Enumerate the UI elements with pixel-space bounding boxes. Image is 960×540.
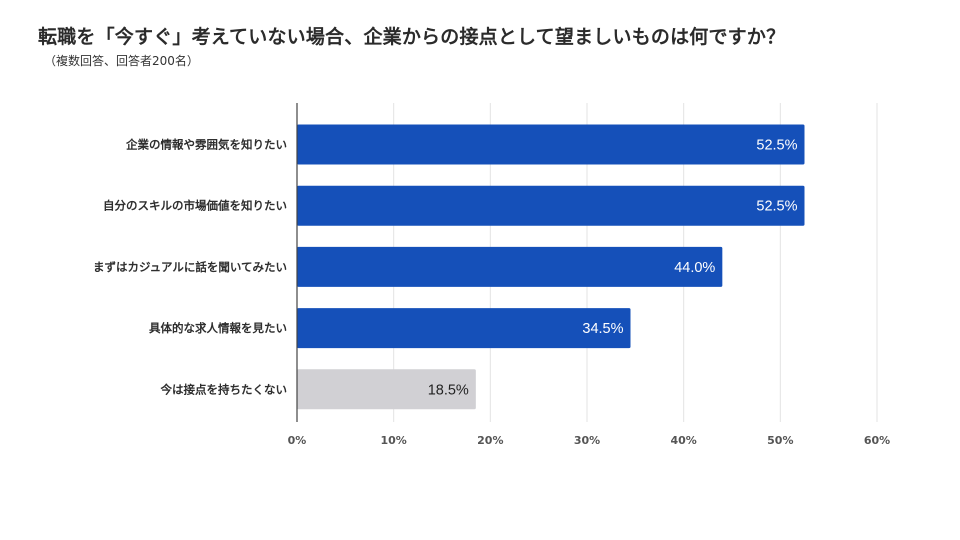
bar-value-label: 44.0%	[674, 260, 715, 276]
x-tick-label: 40%	[670, 434, 696, 447]
bar-value-label: 18.5%	[428, 382, 469, 398]
category-label: 具体的な求人情報を見たい	[149, 321, 287, 335]
chart-title: 転職を「今すぐ」考えていない場合、企業からの接点として望ましいものは何ですか？	[38, 26, 786, 48]
chart-subtitle: （複数回答、回答者200名）	[44, 54, 199, 68]
bar-value-label: 52.5%	[756, 138, 797, 154]
category-label: 企業の情報や雰囲気を知りたい	[125, 138, 287, 152]
x-tick-label: 60%	[864, 434, 890, 447]
bar	[297, 124, 805, 165]
x-tick-label: 10%	[380, 434, 406, 447]
bar	[297, 246, 723, 287]
category-label: まずはカジュアルに話を聞いてみたい	[93, 260, 287, 274]
x-tick-label: 20%	[477, 434, 503, 447]
x-tick-label: 30%	[574, 434, 600, 447]
x-tick-label: 0%	[288, 434, 307, 447]
bar	[297, 308, 631, 349]
category-label: 自分のスキルの市場価値を知りたい	[103, 199, 287, 213]
category-label: 今は接点を持ちたくない	[160, 382, 288, 396]
labels: 0% 10% 20% 30% 40% 50% 60% 52.5% 企業の情報や雰囲気を知りたい 5…	[93, 138, 890, 448]
bar-value-label: 34.5%	[582, 321, 623, 337]
bar	[297, 369, 476, 410]
x-tick-label: 50%	[767, 434, 793, 447]
bars	[297, 124, 805, 410]
bar-value-label: 52.5%	[756, 199, 797, 215]
bar	[297, 185, 805, 226]
